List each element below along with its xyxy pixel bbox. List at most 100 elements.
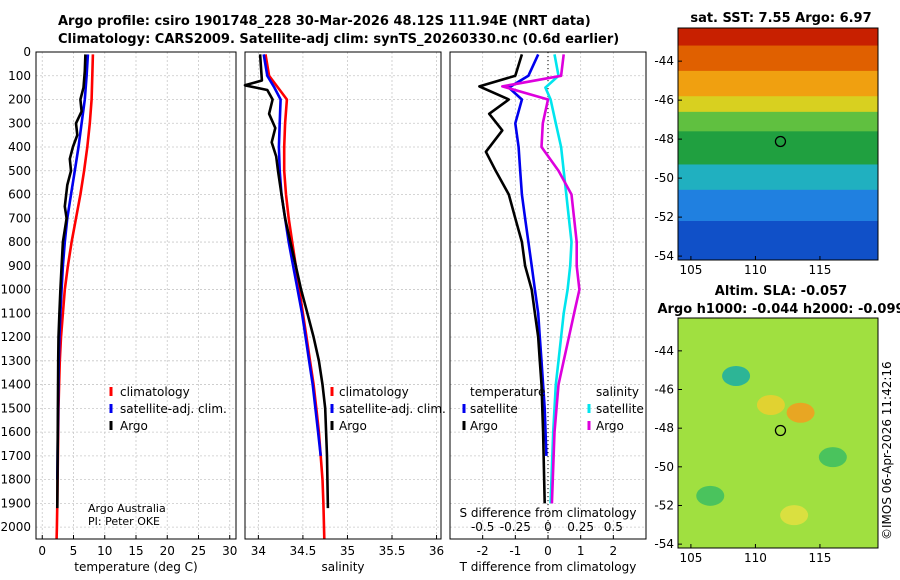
map-y-tick-label: -46 [654, 93, 674, 107]
series-line-temperature-satellite [507, 53, 548, 456]
legend-label-temperature-argo: Argo [470, 419, 498, 433]
difference-series [478, 53, 581, 504]
y-tick-label: 400 [8, 140, 31, 154]
legend-label-argo: Argo [120, 419, 148, 433]
y-tick-label: 1800 [0, 473, 31, 487]
x-tick-label: -2 [477, 544, 489, 558]
x-tick-label: 35.5 [379, 544, 406, 558]
legend-group-salinity: salinity [596, 385, 639, 399]
sst-band [678, 221, 878, 261]
legend-label-salinity-satellite: satellite [596, 402, 644, 416]
x-tick-label: 0 [544, 544, 552, 558]
y-tick-label: 900 [8, 259, 31, 273]
map-y-tick-label: -50 [654, 460, 674, 474]
sst-band [678, 28, 878, 47]
salinity-ticks: 34 34.5 35 35.5 36 [251, 535, 444, 558]
salinity-legend: climatology satellite-adj. clim. Argo [330, 385, 446, 433]
s-tick-label: 0 [544, 520, 552, 534]
y-tick-label: 500 [8, 164, 31, 178]
legend-label-argo: Argo [339, 419, 367, 433]
sla-map-title-line2: Argo h1000: -0.044 h2000: -0.099 [657, 302, 900, 317]
imos-watermark: ©IMOS 06-Apr-2026 11:42:16 [880, 361, 894, 540]
temperature-axes-frame [35, 51, 237, 540]
map-x-tick-label: 105 [679, 263, 702, 277]
credit-line1: Argo Australia [88, 502, 166, 515]
x-tick-label: 10 [97, 544, 112, 558]
map-y-tick-label: -54 [654, 249, 674, 263]
x-tick-label: 15 [128, 544, 143, 558]
temperature-panel: 0100200300400500600700800900100011001200… [0, 45, 237, 574]
map-y-tick-label: -46 [654, 383, 674, 397]
sst-band [678, 45, 878, 72]
map-y-tick-label: -48 [654, 132, 674, 146]
y-tick-label: 1900 [0, 496, 31, 510]
figure-title-line1: Argo profile: csiro 1901748_228 30-Mar-2… [58, 14, 591, 29]
sla-map-panel: Altim. SLA: -0.057 Argo h1000: -0.044 h2… [654, 284, 900, 565]
y-tick-label: 1700 [0, 449, 31, 463]
series-line-satellite-adj-clim- [262, 54, 322, 457]
map-y-tick-label: -44 [654, 54, 674, 68]
series-line-argo [56, 54, 87, 509]
series-line-temperature-argo [478, 54, 546, 504]
sst-map-panel: sat. SST: 7.55 Argo: 6.97 -44 -46 -48 -50 -5… [654, 11, 879, 277]
y-tick-label: 100 [8, 69, 31, 83]
temperature-gridlines [36, 51, 236, 539]
y-tick-label: 1300 [0, 354, 31, 368]
sla-map-ticks: -44 -46 -48 -50 -52 -54 105 110 115 [654, 344, 831, 565]
map-y-tick-label: -52 [654, 498, 674, 512]
sst-map-field [678, 28, 878, 261]
temperature-xlabel: temperature (deg C) [74, 560, 197, 574]
difference-legend: temperature satellite Argo salinity sate… [462, 385, 644, 433]
y-tick-label: 1500 [0, 401, 31, 415]
y-tick-label: 1100 [0, 306, 31, 320]
sla-map-frame [677, 317, 879, 549]
sla-feature [786, 402, 815, 423]
sst-map-title: sat. SST: 7.55 Argo: 6.97 [690, 11, 871, 26]
salinity-axes-frame [244, 51, 442, 540]
sst-band [678, 189, 878, 222]
x-tick-label: 2 [610, 544, 618, 558]
difference-top-axis-label: S difference from climatology [460, 506, 637, 520]
sla-feature [756, 394, 785, 415]
y-tick-label: 700 [8, 211, 31, 225]
legend-label-salinity-argo: Argo [596, 419, 624, 433]
sla-feature [696, 485, 725, 506]
x-tick-label: 5 [70, 544, 78, 558]
y-tick-label: 1200 [0, 330, 31, 344]
map-x-tick-label: 105 [679, 551, 702, 565]
legend-label-climatology: climatology [120, 385, 190, 399]
profile-location-marker [774, 135, 787, 148]
sla-feature [780, 505, 809, 526]
y-tick-label: 1600 [0, 425, 31, 439]
x-tick-label: 35 [340, 544, 355, 558]
sla-map-title-line1: Altim. SLA: -0.057 [715, 284, 847, 299]
sla-feature [722, 365, 751, 386]
difference-axes-frame [449, 51, 647, 540]
temperature-series [55, 54, 95, 540]
x-tick-label: 36 [429, 544, 444, 558]
sst-band [678, 111, 878, 132]
difference-panel: -2 -1 0 1 2 -0.5 -0.25 0 0.25 0.5 T difference fr… [449, 51, 647, 574]
legend-label-temperature-satellite: satellite [470, 402, 518, 416]
legend-label-satellite: satellite-adj. clim. [120, 402, 227, 416]
sst-band [678, 131, 878, 165]
sla-feature [818, 447, 847, 468]
sst-band [678, 96, 878, 113]
y-tick-label: 600 [8, 188, 31, 202]
x-tick-label: -1 [509, 544, 521, 558]
difference-xlabel: T difference from climatology [459, 560, 637, 574]
x-tick-label: 34 [251, 544, 266, 558]
s-tick-label: 0.5 [604, 520, 623, 534]
temperature-ticks: 0100200300400500600700800900100011001200… [0, 45, 237, 558]
sla-background [678, 318, 878, 548]
series-line-salinity-argo [500, 54, 581, 504]
sst-map-frame [677, 27, 879, 261]
map-y-tick-label: -54 [654, 537, 674, 551]
legend-label-climatology: climatology [339, 385, 409, 399]
difference-ticks: -2 -1 0 1 2 -0.5 -0.25 0 0.25 0.5 [471, 520, 623, 558]
y-tick-label: 300 [8, 116, 31, 130]
salinity-panel: 34 34.5 35 35.5 36 salinity climatology sate… [243, 51, 446, 574]
profile-location-marker [774, 424, 787, 437]
sla-map-field [678, 318, 878, 548]
